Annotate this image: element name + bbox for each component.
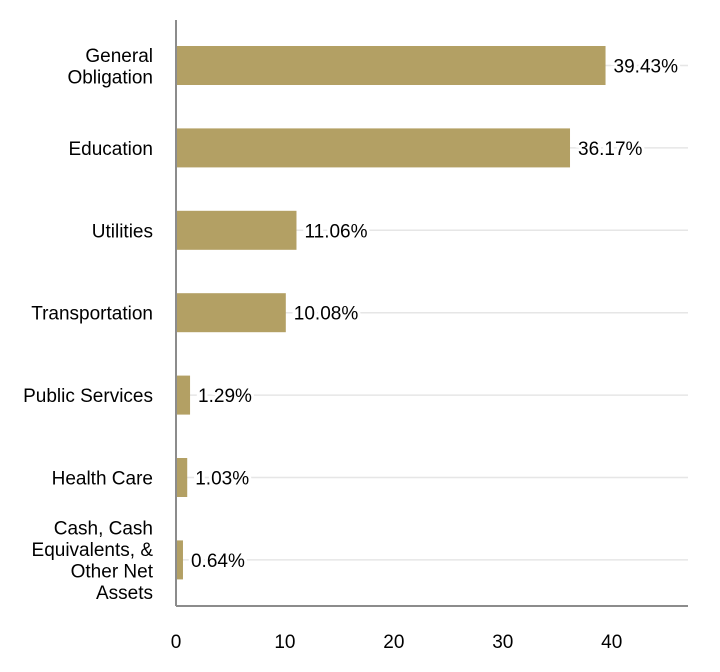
bar [176,46,606,85]
category-label: Utilities [92,221,153,242]
label-layer: 39.43% General Obligation 36.17% Education 11… [23,46,681,605]
bar-layer [176,46,606,580]
category-label: General Obligation [67,46,153,89]
data-label: 39.43% [614,57,679,78]
x-tick-label: 0 [171,632,182,653]
data-label: 36.17% [578,139,643,160]
bar [176,375,191,415]
bar [176,210,297,250]
data-label: 0.64% [191,551,245,572]
x-tick-label: 30 [492,632,513,653]
category-label: Public Services [23,386,153,407]
data-label: 10.08% [294,304,359,325]
data-label: 1.29% [198,386,252,407]
bar [176,458,188,497]
x-tick-label: 20 [383,632,404,653]
category-label: Health Care [52,469,153,490]
data-label: 11.06% [304,221,367,242]
x-tick-label: 10 [274,632,295,653]
bar [176,128,571,168]
bar [176,540,183,580]
category-label: Transportation [31,304,153,325]
tick-layer: 0 10 20 30 40 [171,632,623,653]
category-label: Cash, Cash Equivalents, & Other Net Assets [32,519,154,605]
data-label: 1.03% [195,469,249,490]
bar [176,293,286,333]
category-label: Education [68,139,153,160]
x-tick-label: 40 [601,632,622,653]
